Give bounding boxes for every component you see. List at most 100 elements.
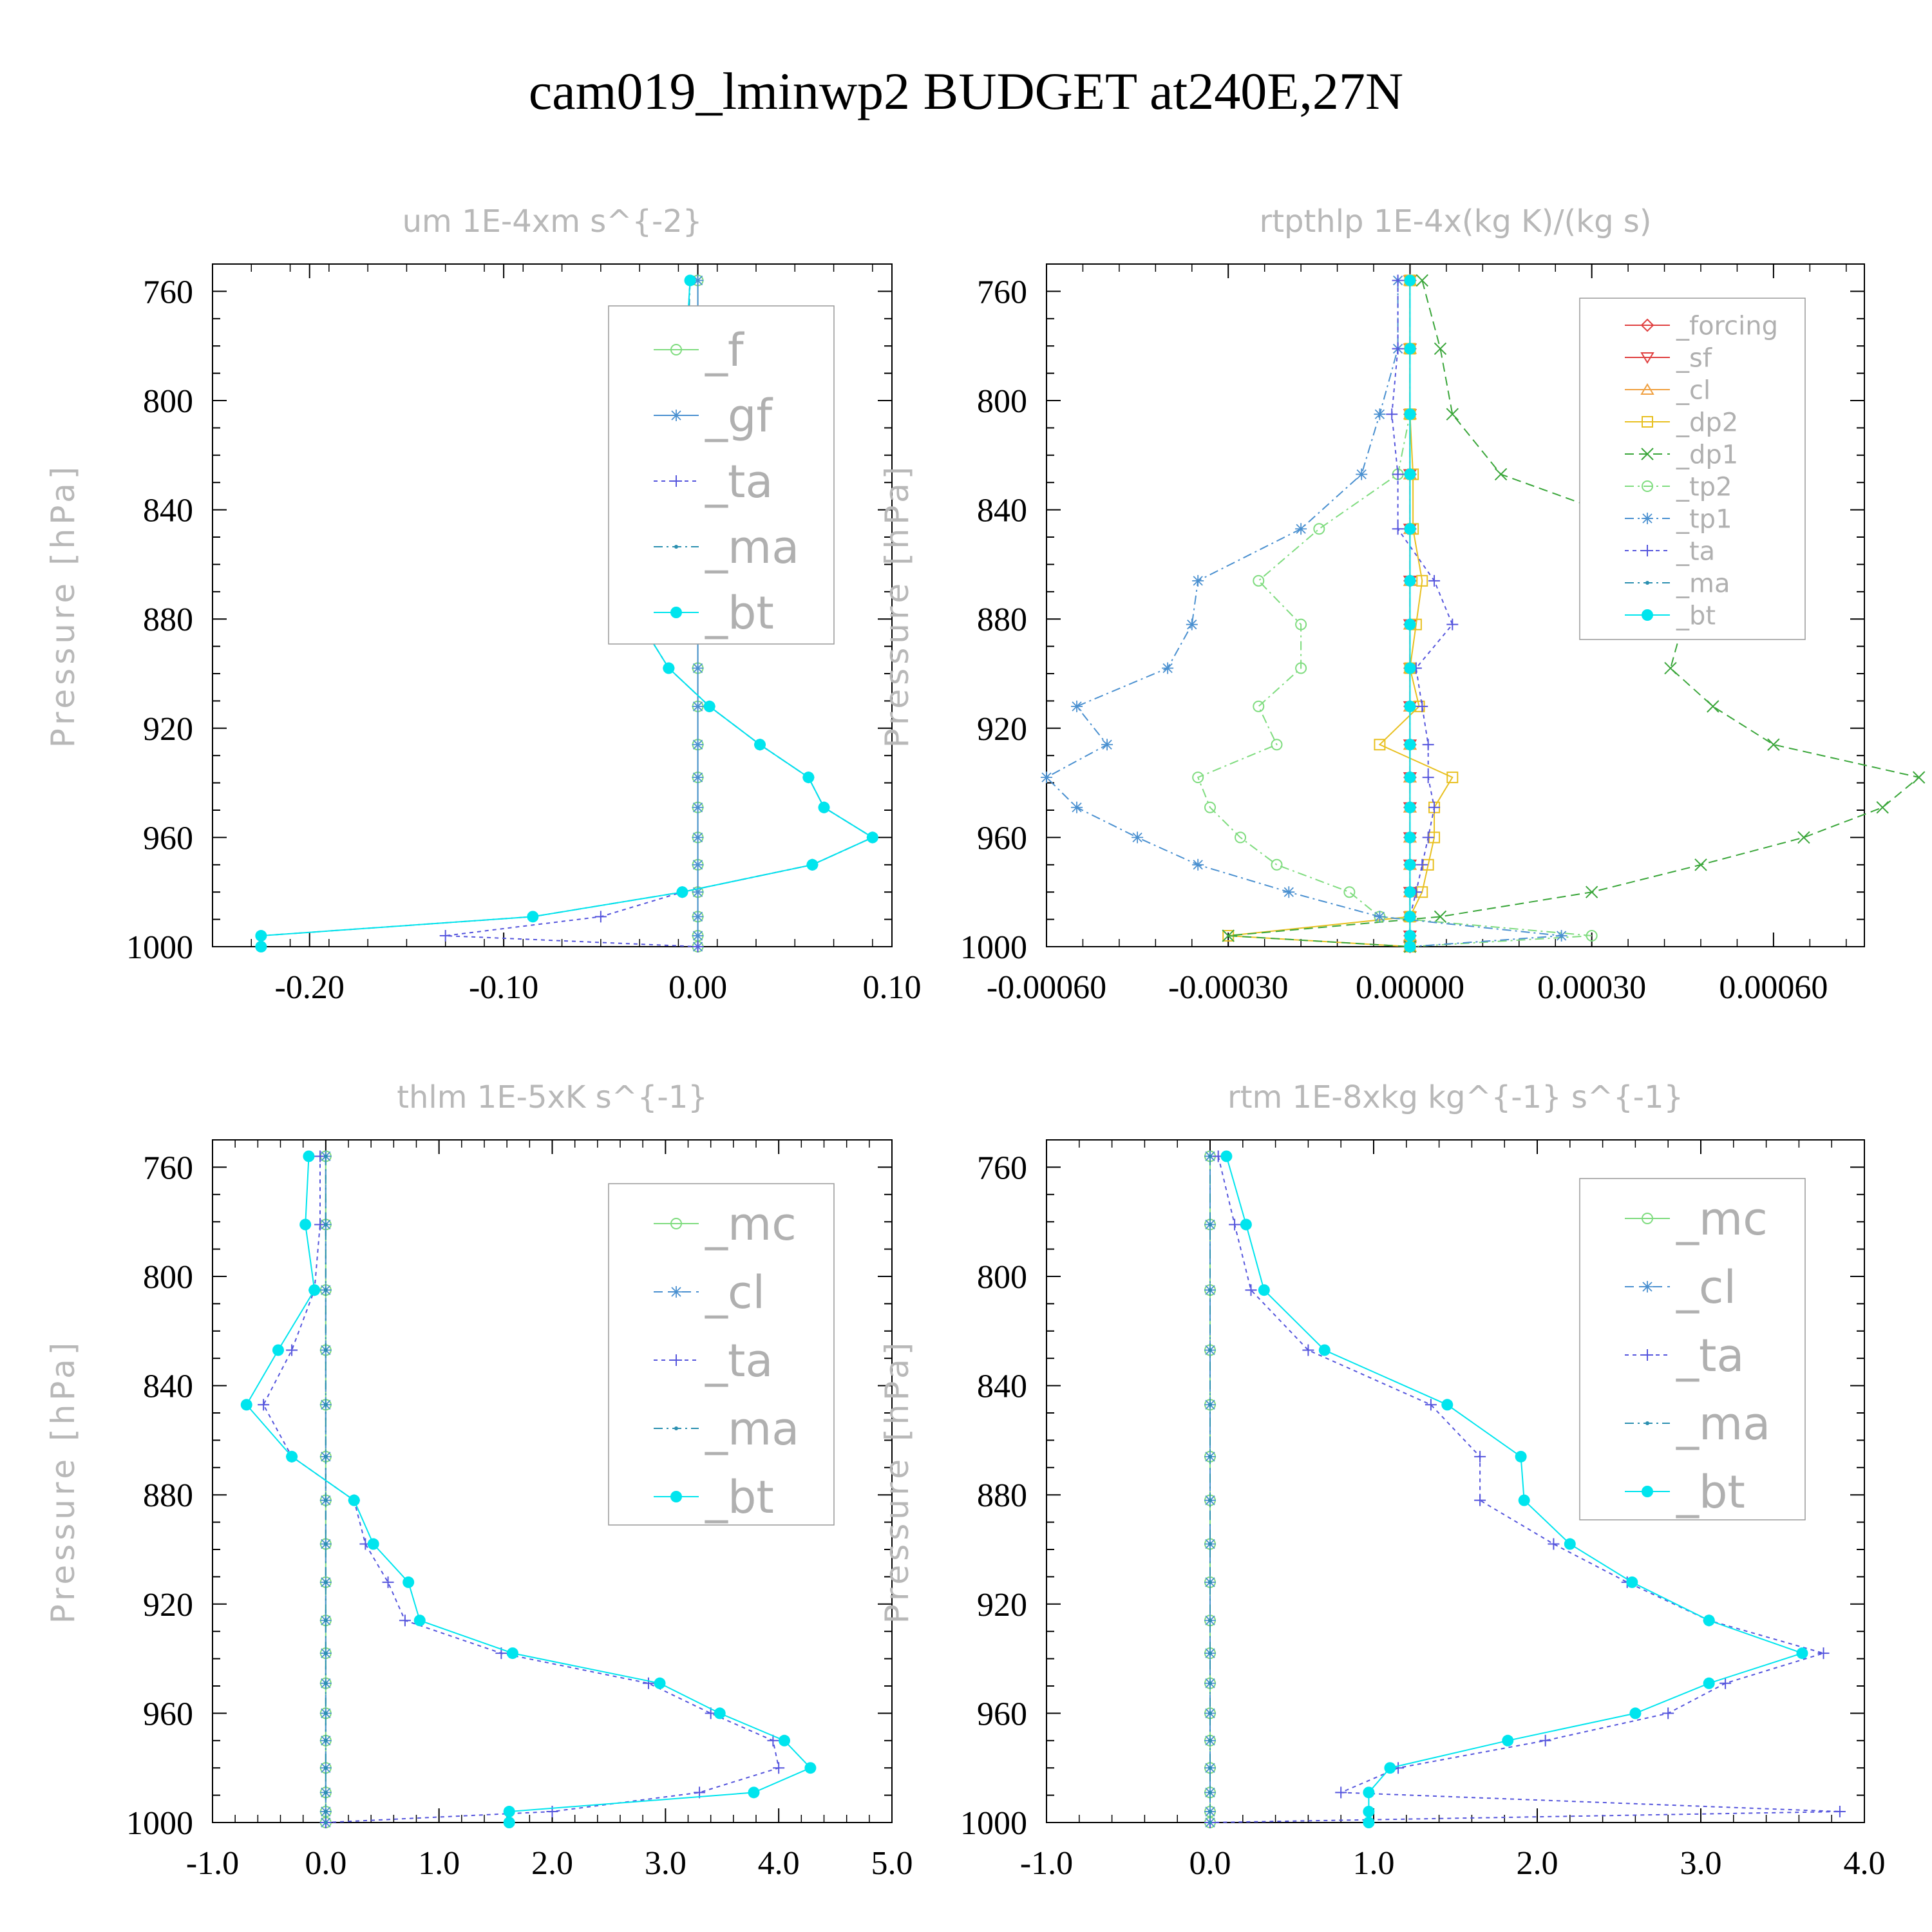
y-tick-label: 1000 bbox=[126, 929, 193, 966]
point-tp1 bbox=[1132, 831, 1144, 844]
y-tick-label: 960 bbox=[143, 1696, 193, 1732]
point-ma bbox=[1208, 1766, 1212, 1770]
point-bt bbox=[1404, 274, 1416, 287]
y-axis-label: Pressure [hPa] bbox=[44, 463, 82, 748]
y-tick-label: 1000 bbox=[960, 1805, 1027, 1842]
point-bt bbox=[1629, 1707, 1642, 1719]
point-tp2 bbox=[1235, 831, 1247, 844]
y-tick-label: 960 bbox=[977, 1696, 1027, 1732]
point-bt bbox=[1404, 574, 1416, 587]
legend-label: _bt bbox=[705, 1471, 774, 1524]
y-tick-label: 760 bbox=[977, 1150, 1027, 1186]
point-tp2 bbox=[1204, 801, 1216, 813]
point-ma bbox=[1208, 1810, 1212, 1814]
y-tick-label: 1000 bbox=[126, 1805, 193, 1842]
legend-label: _mc bbox=[1676, 1193, 1768, 1245]
point-bt bbox=[1404, 941, 1416, 952]
point-gf bbox=[692, 700, 704, 712]
series-tp1 bbox=[1041, 274, 1567, 952]
legend-marker bbox=[1642, 1349, 1653, 1361]
point-bt bbox=[240, 1399, 252, 1411]
point-bt bbox=[1796, 1647, 1808, 1660]
point-gf bbox=[692, 739, 704, 751]
plot-frame bbox=[212, 263, 893, 947]
point-tp2 bbox=[1253, 700, 1265, 712]
point-bt bbox=[778, 1734, 790, 1747]
point-ta bbox=[1548, 1538, 1560, 1550]
y-tick-label: 760 bbox=[977, 274, 1027, 310]
point-dp1 bbox=[1494, 468, 1508, 481]
point-ta bbox=[1425, 1399, 1437, 1411]
panel-title: thlm 1E-5xK s^{-1} bbox=[397, 1079, 708, 1115]
point-tp1 bbox=[1192, 858, 1204, 871]
point-ta bbox=[1422, 831, 1434, 844]
panel-title: rtpthlp 1E-4x(kg K)/(kg s) bbox=[1259, 204, 1651, 240]
point-ma bbox=[323, 1821, 328, 1824]
point-tp1 bbox=[1374, 911, 1386, 923]
point-dp1 bbox=[1222, 929, 1235, 942]
point-dp1 bbox=[1707, 700, 1719, 713]
point-ta bbox=[1416, 700, 1428, 712]
legend-marker bbox=[1642, 1281, 1653, 1293]
series-ta bbox=[1386, 274, 1459, 952]
series-line-tp1 bbox=[1045, 280, 1562, 947]
point-bt bbox=[1363, 1806, 1375, 1818]
point-ma bbox=[1208, 1222, 1212, 1227]
series-bt bbox=[1404, 274, 1416, 952]
point-tp1 bbox=[1071, 700, 1083, 712]
point-bt bbox=[1404, 772, 1416, 784]
legend-label: _dp2 bbox=[1676, 408, 1738, 437]
point-ta bbox=[773, 1762, 785, 1774]
point-ma bbox=[323, 1542, 328, 1546]
point-gf bbox=[692, 772, 704, 784]
point-ta bbox=[1428, 574, 1441, 587]
point-bt bbox=[866, 831, 878, 844]
point-bt bbox=[676, 886, 688, 898]
legend-label: _bt bbox=[705, 587, 774, 639]
legend-label: _ta bbox=[705, 1334, 773, 1387]
point-bt bbox=[1626, 1576, 1638, 1588]
legend-marker bbox=[1642, 513, 1653, 524]
point-bt bbox=[1404, 739, 1416, 751]
point-bt bbox=[503, 1817, 515, 1828]
point-ma bbox=[1208, 1821, 1212, 1824]
point-dp1 bbox=[1767, 738, 1780, 751]
point-ma bbox=[323, 1498, 328, 1502]
point-bt bbox=[1363, 1817, 1375, 1828]
plot-frame bbox=[1046, 1139, 1865, 1823]
x-tick-label: -1.0 bbox=[1020, 1845, 1073, 1882]
legend: _mc _cl _ta _ma _bt bbox=[1579, 1178, 1806, 1520]
point-bt bbox=[1404, 343, 1416, 355]
legend: _forcing_sf_cl _dp2 _dp1 _tp2_tp1_ta _ma _bt bbox=[1579, 298, 1806, 640]
point-bt bbox=[1703, 1677, 1715, 1689]
x-tick-label: -0.10 bbox=[469, 969, 538, 1006]
y-axis-label: Pressure [hPa] bbox=[878, 463, 916, 748]
point-ma bbox=[323, 1403, 328, 1407]
panel-title: rtm 1E-8xkg kg^{-1} s^{-1} bbox=[1227, 1079, 1683, 1115]
point-bt bbox=[1404, 408, 1416, 421]
point-tp1 bbox=[1555, 930, 1567, 942]
legend-label: _cl bbox=[1676, 1261, 1736, 1314]
point-gf bbox=[692, 911, 704, 923]
point-ta bbox=[1392, 343, 1404, 355]
x-tick-label: 2.0 bbox=[1517, 1845, 1558, 1882]
legend-marker bbox=[1640, 383, 1654, 395]
point-bt bbox=[299, 1218, 312, 1231]
legend-marker bbox=[1642, 609, 1653, 621]
point-bt bbox=[367, 1538, 379, 1550]
point-ma bbox=[1208, 1711, 1212, 1716]
point-ma bbox=[1208, 1542, 1212, 1546]
point-ma bbox=[323, 1681, 328, 1685]
legend-marker bbox=[1642, 545, 1653, 556]
point-tp1 bbox=[1101, 739, 1113, 751]
series-line-dp2 bbox=[1228, 280, 1454, 947]
y-tick-label: 880 bbox=[977, 601, 1027, 638]
y-tick-label: 960 bbox=[977, 820, 1027, 857]
point-tp2 bbox=[1343, 886, 1356, 898]
point-bt bbox=[1404, 468, 1416, 480]
point-bt bbox=[286, 1450, 298, 1463]
legend-label: _ta bbox=[705, 455, 773, 508]
series-ma bbox=[323, 1154, 328, 1824]
point-ta bbox=[767, 1734, 779, 1747]
